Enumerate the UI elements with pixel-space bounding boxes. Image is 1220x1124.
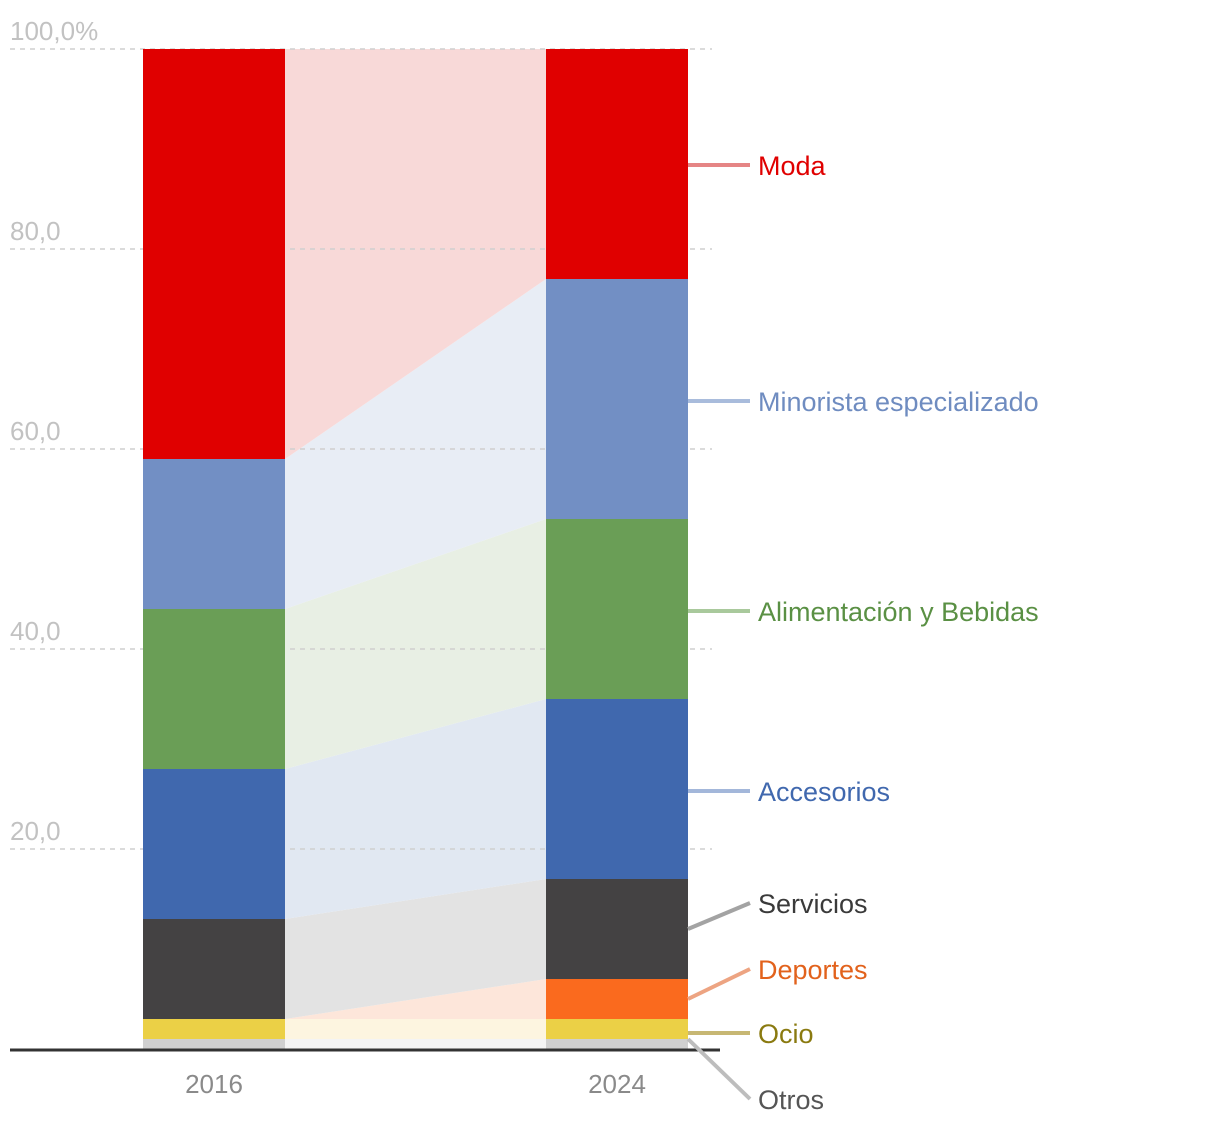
legend-label-servicios: Servicios — [758, 889, 868, 919]
legend-label-accesorios: Accesorios — [758, 777, 890, 807]
x-category-label: 2016 — [185, 1069, 243, 1099]
y-tick-label: 20,0 — [10, 816, 61, 846]
bar-segment-otros-2016 — [143, 1039, 285, 1049]
legend-label-moda: Moda — [758, 151, 827, 181]
y-tick-label: 80,0 — [10, 216, 61, 246]
bar-segment-accesorios-2024 — [546, 699, 688, 879]
y-tick-label: 100,0% — [10, 16, 98, 46]
bar-segment-otros-2024 — [546, 1039, 688, 1049]
leader-line-otros — [686, 1037, 752, 1101]
legend-label-alimentacion-y-bebidas: Alimentación y Bebidas — [758, 597, 1039, 627]
legend-label-otros: Otros — [758, 1085, 824, 1115]
x-category-label: 2024 — [588, 1069, 646, 1099]
y-tick-label: 60,0 — [10, 416, 61, 446]
leader-line-servicios — [687, 901, 751, 931]
connector-bands — [285, 49, 546, 1049]
legend: Otros Ocio Deportes Servicios Accesorios Alim… — [686, 151, 1039, 1115]
legend-label-deportes: Deportes — [758, 955, 868, 985]
band-servicios — [285, 879, 546, 1019]
bar-segment-minorista-especializado-2016 — [143, 459, 285, 609]
leader-line-deportes — [687, 967, 751, 1001]
band-ocio — [285, 1019, 546, 1039]
bar-segment-ocio-2024 — [546, 1019, 688, 1039]
bar-segment-servicios-2024 — [546, 879, 688, 979]
band-accesorios — [285, 699, 546, 919]
x-axis-labels: 2016 2024 — [185, 1069, 646, 1099]
bar-segment-ocio-2016 — [143, 1019, 285, 1039]
bar-segment-moda-2024 — [546, 49, 688, 279]
bar-segment-moda-2016 — [143, 49, 285, 459]
band-alimentacion-y-bebidas — [285, 519, 546, 769]
band-otros — [285, 1039, 546, 1049]
bar-segment-deportes-2024 — [546, 979, 688, 1019]
bar-segment-alimentacion-y-bebidas-2024 — [546, 519, 688, 699]
band-moda — [285, 49, 546, 459]
legend-label-minorista-especializado: Minorista especializado — [758, 387, 1039, 417]
bars — [143, 49, 688, 1049]
legend-label-ocio: Ocio — [758, 1019, 814, 1049]
band-minorista-especializado — [285, 279, 546, 609]
bar-segment-accesorios-2016 — [143, 769, 285, 919]
y-tick-label: 40,0 — [10, 616, 61, 646]
y-axis-ticks: 100,0% 80,0 60,0 40,0 20,0 — [10, 16, 98, 846]
bar-segment-alimentacion-y-bebidas-2016 — [143, 609, 285, 769]
bar-segment-servicios-2016 — [143, 919, 285, 1019]
bar-segment-minorista-especializado-2024 — [546, 279, 688, 519]
